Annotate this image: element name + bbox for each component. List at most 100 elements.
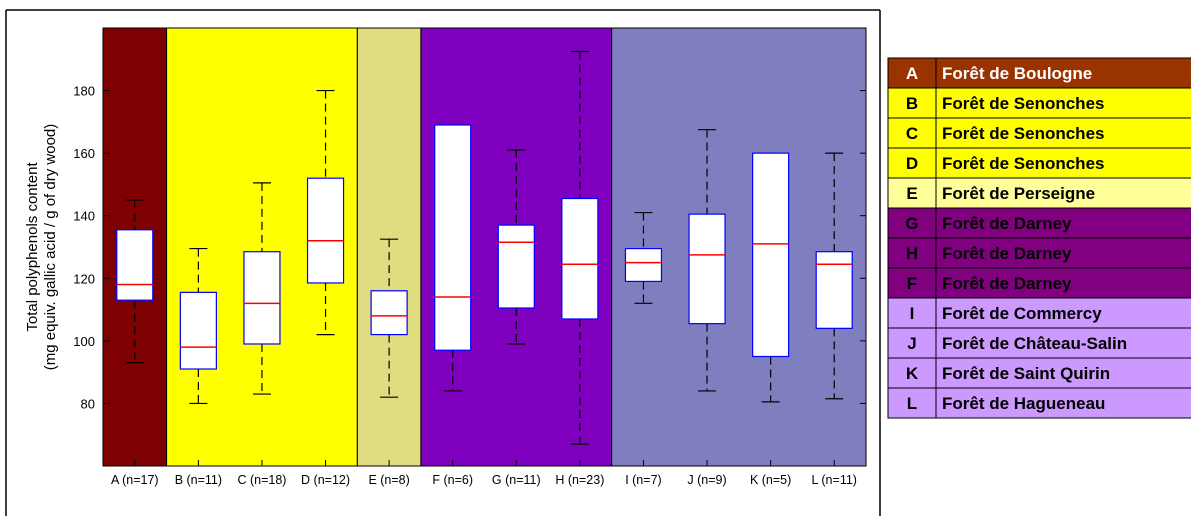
iqr-box bbox=[815, 251, 853, 329]
y-axis-label-line-2: (mg equiv. gallic acid / g of dry wood) bbox=[42, 124, 59, 371]
legend-row-K: K Forêt de Saint Quirin bbox=[887, 357, 1191, 389]
legend-name: Forêt de Hagueneau bbox=[942, 394, 1105, 413]
legend-row-C: C Forêt de Senonches bbox=[887, 117, 1191, 149]
legend-code: J bbox=[907, 334, 916, 353]
legend-code-cell bbox=[887, 267, 937, 299]
x-tick-label: D (n=12) bbox=[301, 473, 350, 487]
y-tick-label: 140 bbox=[73, 209, 95, 224]
legend-name: Forêt de Senonches bbox=[942, 124, 1104, 143]
legend-name-cell bbox=[935, 297, 1191, 329]
legend-code-cell bbox=[887, 117, 937, 149]
legend-code-cell bbox=[887, 177, 937, 209]
x-tick-label: F (n=6) bbox=[432, 473, 473, 487]
box-I bbox=[624, 211, 663, 304]
iqr-box bbox=[561, 197, 599, 320]
box-H bbox=[561, 50, 599, 445]
legend-name-cell bbox=[935, 327, 1191, 359]
x-tick-label: I (n=7) bbox=[625, 473, 661, 487]
y-tick-label: 80 bbox=[81, 396, 95, 411]
iqr-box bbox=[179, 291, 217, 370]
legend-row-J: J Forêt de Château-Salin bbox=[887, 327, 1191, 359]
legend-code-cell bbox=[887, 57, 937, 89]
legend-name-cell bbox=[935, 237, 1191, 269]
legend-name: Forêt de Commercy bbox=[942, 304, 1102, 323]
legend-code-cell bbox=[887, 207, 937, 239]
legend-name-cell bbox=[935, 387, 1191, 419]
legend-name-cell bbox=[935, 177, 1191, 209]
y-tick-label: 100 bbox=[73, 334, 95, 349]
box-L bbox=[815, 152, 853, 400]
legend-name: Forêt de Perseigne bbox=[942, 184, 1095, 203]
legend-code: B bbox=[906, 94, 918, 113]
x-tick-label: G (n=11) bbox=[492, 473, 541, 487]
legend-row-B: B Forêt de Senonches bbox=[887, 87, 1191, 119]
box-C bbox=[243, 182, 281, 395]
legend-code: A bbox=[906, 64, 918, 83]
legend-code: L bbox=[907, 394, 917, 413]
plot-area-border bbox=[102, 27, 867, 467]
legend-row-G: G Forêt de Darney bbox=[887, 207, 1191, 239]
iqr-box bbox=[370, 290, 408, 336]
iqr-box bbox=[752, 152, 790, 358]
legend-code: C bbox=[906, 124, 918, 143]
iqr-box bbox=[688, 213, 726, 325]
x-tick-label: A (n=17) bbox=[111, 473, 159, 487]
legend-row-D: D Forêt de Senonches bbox=[887, 147, 1191, 179]
iqr-box bbox=[497, 224, 535, 309]
y-tick-label: 120 bbox=[73, 271, 95, 286]
legend-name: Forêt de Senonches bbox=[942, 154, 1104, 173]
box-B bbox=[179, 247, 217, 405]
x-tick-label: E (n=8) bbox=[368, 473, 409, 487]
y-tick-label: 160 bbox=[73, 146, 95, 161]
legend-name-cell bbox=[935, 117, 1191, 149]
legend-code: G bbox=[905, 214, 918, 233]
box-A bbox=[116, 199, 154, 364]
legend-row-I: I Forêt de Commercy bbox=[887, 297, 1191, 329]
legend-code-cell bbox=[887, 87, 937, 119]
iqr-box bbox=[306, 177, 345, 284]
legend-name: Forêt de Château-Salin bbox=[942, 334, 1127, 353]
iqr-box bbox=[624, 247, 663, 283]
y-axis-ticks: 80 100 120 140 160 180 bbox=[73, 84, 866, 411]
legend-name: Forêt de Senonches bbox=[942, 94, 1104, 113]
iqr-box bbox=[434, 124, 472, 351]
iqr-box bbox=[116, 229, 154, 301]
x-tick-label: C (n=18) bbox=[237, 473, 286, 487]
x-tick-label: K (n=5) bbox=[750, 473, 791, 487]
legend-code: K bbox=[906, 364, 919, 383]
y-tick-label: 180 bbox=[73, 84, 95, 99]
legend-name: Forêt de Darney bbox=[942, 214, 1072, 233]
legend-name-cell bbox=[935, 147, 1191, 179]
legend-name: Forêt de Darney bbox=[942, 244, 1072, 263]
legend-name: Forêt de Boulogne bbox=[942, 64, 1092, 83]
legend-code-cell bbox=[887, 237, 937, 269]
box-K bbox=[752, 152, 790, 403]
box-F bbox=[434, 124, 472, 392]
legend-name-cell bbox=[935, 87, 1191, 119]
box-G bbox=[497, 149, 535, 345]
background-bands bbox=[102, 27, 867, 467]
legend-row-F: F Forêt de Darney bbox=[887, 267, 1191, 299]
background-band-4 bbox=[611, 27, 867, 467]
iqr-box bbox=[243, 251, 281, 345]
legend-table: A Forêt de Boulogne B Forêt de Senonches C Fo… bbox=[887, 57, 1191, 419]
legend-name-cell bbox=[935, 267, 1191, 299]
x-axis-tick-labels: A (n=17) B (n=11) C (n=18) D (n=12) E (n=8) F… bbox=[111, 460, 857, 487]
legend-row-L: L Forêt de Hagueneau bbox=[887, 387, 1191, 419]
legend-code: F bbox=[907, 274, 917, 293]
legend-name: Forêt de Saint Quirin bbox=[942, 364, 1110, 383]
box-D bbox=[306, 89, 345, 336]
x-tick-label: L (n=11) bbox=[811, 473, 857, 487]
legend-code: I bbox=[910, 304, 915, 323]
box-plots bbox=[116, 50, 853, 445]
legend-name-cell bbox=[935, 57, 1191, 89]
legend-code: E bbox=[906, 184, 917, 203]
box-E bbox=[370, 238, 408, 398]
legend-name-cell bbox=[935, 207, 1191, 239]
box-J bbox=[688, 129, 726, 392]
x-tick-label: H (n=23) bbox=[555, 473, 604, 487]
legend-row-H: H Forêt de Darney bbox=[887, 237, 1191, 269]
y-axis-label-line-1: Total polyphenols content bbox=[24, 162, 41, 332]
x-tick-label: J (n=9) bbox=[687, 473, 726, 487]
